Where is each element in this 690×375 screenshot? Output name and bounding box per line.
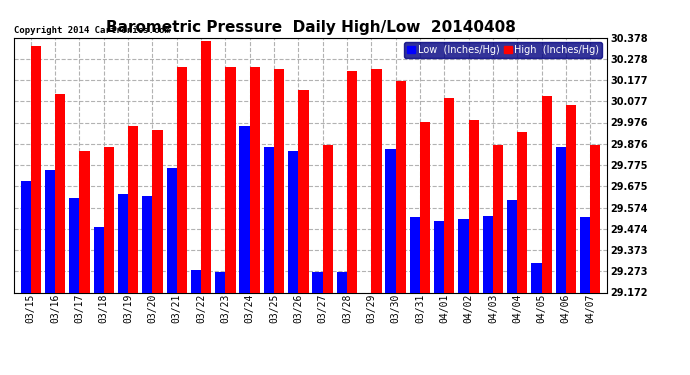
Bar	[410, 217, 420, 292]
Bar	[21, 181, 31, 292]
Bar	[104, 147, 114, 292]
Bar	[166, 168, 177, 292]
Bar	[239, 126, 250, 292]
Bar	[45, 170, 55, 292]
Bar	[177, 67, 187, 292]
Bar	[128, 126, 138, 292]
Bar	[298, 90, 308, 292]
Bar	[226, 67, 235, 292]
Bar	[507, 200, 518, 292]
Bar	[361, 292, 371, 308]
Bar	[337, 272, 347, 292]
Bar	[483, 216, 493, 292]
Bar	[458, 219, 469, 292]
Bar	[434, 221, 444, 292]
Bar	[469, 120, 479, 292]
Bar	[79, 151, 90, 292]
Bar	[264, 147, 274, 292]
Bar	[580, 217, 590, 292]
Bar	[395, 81, 406, 292]
Bar	[566, 105, 576, 292]
Bar	[201, 41, 211, 292]
Title: Barometric Pressure  Daily High/Low  20140408: Barometric Pressure Daily High/Low 20140…	[106, 20, 515, 35]
Bar	[94, 227, 104, 292]
Bar	[142, 196, 152, 292]
Legend: Low  (Inches/Hg), High  (Inches/Hg): Low (Inches/Hg), High (Inches/Hg)	[404, 42, 602, 58]
Bar	[118, 194, 128, 292]
Bar	[555, 147, 566, 292]
Bar	[531, 263, 542, 292]
Bar	[31, 45, 41, 292]
Bar	[542, 96, 552, 292]
Bar	[323, 145, 333, 292]
Bar	[371, 69, 382, 292]
Bar	[288, 151, 298, 292]
Bar	[250, 67, 260, 292]
Bar	[191, 270, 201, 292]
Bar	[152, 130, 163, 292]
Bar	[386, 149, 395, 292]
Bar	[274, 69, 284, 292]
Bar	[69, 198, 79, 292]
Bar	[590, 145, 600, 292]
Bar	[347, 71, 357, 292]
Text: Copyright 2014 Cartronics.com: Copyright 2014 Cartronics.com	[14, 26, 170, 35]
Bar	[420, 122, 430, 292]
Bar	[215, 272, 226, 292]
Bar	[444, 98, 455, 292]
Bar	[55, 94, 66, 292]
Bar	[518, 132, 527, 292]
Bar	[493, 145, 503, 292]
Bar	[313, 272, 323, 292]
